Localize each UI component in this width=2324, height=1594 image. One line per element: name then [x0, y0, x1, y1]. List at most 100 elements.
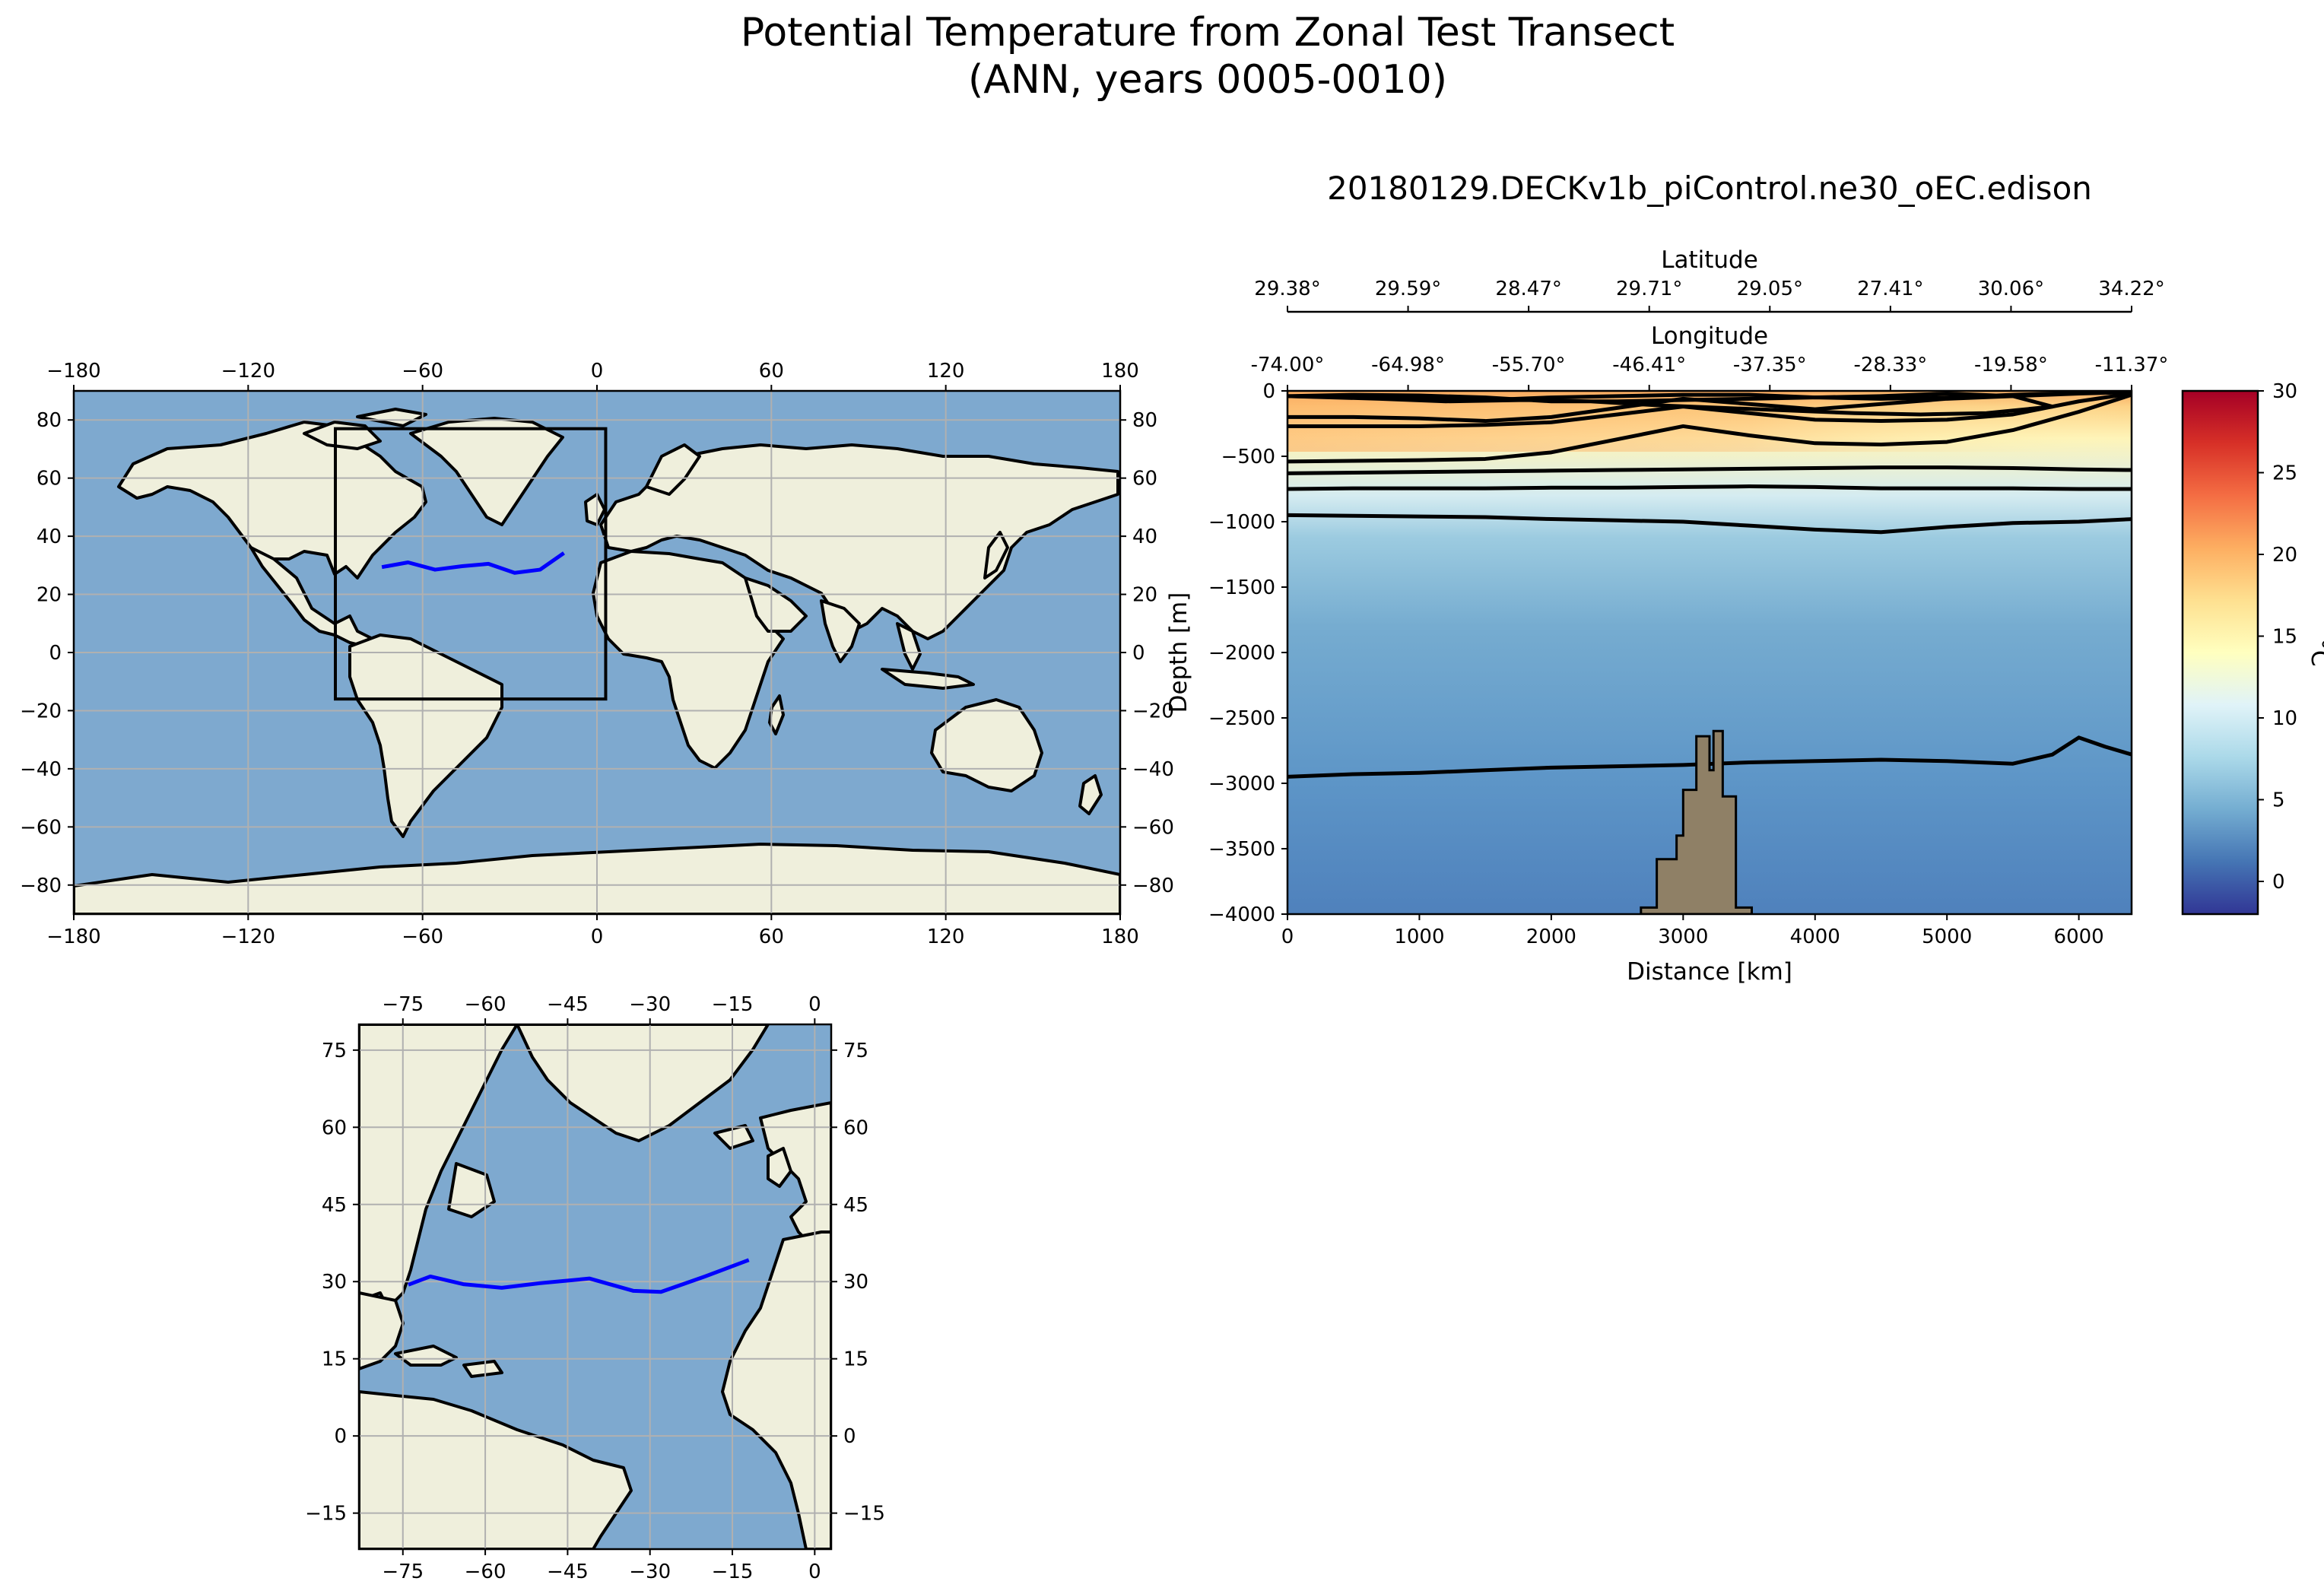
regional-ytick-label-left: 0: [334, 1425, 347, 1448]
global-ytick-label-left: 0: [49, 642, 62, 665]
global-xtick-label-bottom: −180: [46, 926, 100, 948]
global-xtick-label-top: 180: [1101, 360, 1139, 383]
regional-ytick-label-left: 75: [322, 1040, 347, 1062]
global-ytick-label-left: 60: [37, 468, 62, 491]
regional-xtick-label-top: 0: [808, 993, 821, 1016]
global-ytick-label-left: −80: [20, 875, 62, 897]
colorbar-tick-label: 0: [2272, 871, 2285, 894]
regional-ytick-label-left: 60: [322, 1116, 347, 1139]
section-xtick-label: 3000: [1658, 926, 1708, 948]
regional-xtick-label-top: −45: [547, 993, 589, 1016]
section-xtick-label: 6000: [2054, 926, 2104, 948]
latitude-tick-label: 34.22°: [2098, 278, 2164, 300]
section-ytick-label: −1000: [1208, 511, 1275, 534]
global-ytick-label-right: −40: [1132, 758, 1174, 781]
colorbar-tick-label: 30: [2272, 380, 2297, 403]
global-ytick-label-right: −60: [1132, 816, 1174, 839]
regional-xtick-label-top: −60: [465, 993, 506, 1016]
contour-line-3: [1287, 391, 2132, 428]
global-ytick-label-left: −60: [20, 816, 62, 839]
longitude-tick-label: -37.35°: [1733, 354, 1807, 376]
regional-ytick-label-left: 45: [322, 1194, 347, 1217]
regional-ytick-label-left: −15: [305, 1503, 347, 1526]
regional-ytick-label-right: 15: [843, 1348, 868, 1371]
transect-section-plot: 0 1000 2000 3000 4000 5000 6000 0 −500 −1000 −1500…: [1165, 246, 2324, 986]
section-xtick-label: 4000: [1790, 926, 1840, 948]
longitude-tick-label: -28.33°: [1853, 354, 1927, 376]
longitude-tick-label: -74.00°: [1251, 354, 1325, 376]
global-xtick-label-top: 60: [759, 360, 784, 383]
contour-line-8: [1287, 735, 2132, 779]
global-xtick-label-top: 0: [591, 360, 604, 383]
section-xtick-label: 1000: [1394, 926, 1444, 948]
longitude-tick-label: -64.98°: [1371, 354, 1445, 376]
latitude-tick-label: 30.06°: [1978, 278, 2044, 300]
figure-title-line1: Potential Temperature from Zonal Test Tr…: [741, 10, 1675, 56]
global-ytick-label-left: 80: [37, 409, 62, 432]
regional-ytick-label-right: 30: [843, 1271, 868, 1294]
regional-xtick-label-top: −15: [712, 993, 754, 1016]
run-name-title: 20180129.DECKv1b_piControl.ne30_oEC.edis…: [1327, 170, 2092, 207]
colorbar-tick-label: 5: [2272, 789, 2285, 812]
global-ytick-label-right: 0: [1132, 642, 1145, 665]
section-ytick-label: −2000: [1208, 642, 1275, 665]
longitude-tick-label: -11.37°: [2095, 354, 2169, 376]
regional-map: −75 −75 −60 −60 −45 −45 −30 −30 −15 −15 0 0 −15 −15 0 0…: [305, 993, 885, 1583]
global-xtick-label-bottom: 120: [927, 926, 965, 948]
section-contours: [1287, 391, 2132, 779]
contour-line-7: [1287, 513, 2132, 535]
section-xlabel: Distance [km]: [1627, 958, 1792, 986]
section-ytick-label: −3500: [1208, 838, 1275, 861]
section-ytick-label: −500: [1221, 446, 1275, 468]
regional-gridlines: [359, 1024, 831, 1549]
colorbar-tick-label: 10: [2272, 707, 2297, 730]
global-xtick-label-bottom: 60: [759, 926, 784, 948]
regional-xtick-label-bottom: −15: [712, 1561, 754, 1583]
section-ytick-label: −4000: [1208, 903, 1275, 926]
global-gridlines: [74, 391, 1120, 914]
latitude-tick-label: 29.38°: [1254, 278, 1320, 300]
regional-xtick-label-bottom: −60: [465, 1561, 506, 1583]
figure-title-line2: (ANN, years 0005-0010): [968, 57, 1447, 103]
global-transect-line: [381, 551, 565, 575]
section-ylabel: Depth [m]: [1165, 592, 1192, 713]
longitude-tick-label: -55.70°: [1492, 354, 1566, 376]
regional-xtick-label-top: −30: [629, 993, 671, 1016]
longitude-tick-label: -19.58°: [1974, 354, 2048, 376]
global-land: [74, 408, 1120, 914]
global-map: −180 −180 −120 −120 −60 −60 0 0 60 60 120 120 180 180…: [20, 360, 1174, 948]
latitude-tick-label: 29.71°: [1616, 278, 1682, 300]
colorbar-label: °C: [2306, 638, 2324, 666]
global-ytick-label-right: 80: [1132, 409, 1157, 432]
longitude-tick-label: -46.41°: [1612, 354, 1686, 376]
global-ytick-label-left: −40: [20, 758, 62, 781]
colorbar-tick-label: 20: [2272, 544, 2297, 567]
global-xtick-label-top: −180: [46, 360, 100, 383]
regional-transect-line: [408, 1258, 750, 1294]
global-ytick-label-right: −20: [1132, 700, 1174, 722]
longitude-ticks: -74.00° -64.98° -55.70° -46.41° -37.35° -28.3…: [1251, 354, 2169, 391]
contour-line-6: [1287, 484, 2132, 491]
global-xtick-label-bottom: 0: [591, 926, 604, 948]
section-ytick-label: −3000: [1208, 773, 1275, 795]
contour-line-2: [1287, 391, 2132, 424]
colorbar-tick-label: 25: [2272, 462, 2297, 485]
regional-ytick-label-right: 45: [843, 1194, 868, 1217]
section-ytick-label: −1500: [1208, 576, 1275, 599]
global-ytick-label-right: 40: [1132, 526, 1157, 548]
section-ytick-label: 0: [1262, 380, 1275, 403]
latitude-axis-label: Latitude: [1661, 246, 1758, 274]
global-ytick-label-right: 60: [1132, 468, 1157, 491]
regional-land: [359, 1024, 831, 1549]
global-map-ticks: −180 −180 −120 −120 −60 −60 0 0 60 60 120 120 180 180…: [20, 360, 1174, 948]
section-xtick-label: 0: [1281, 926, 1294, 948]
longitude-axis-label: Longitude: [1651, 322, 1768, 350]
regional-ytick-label-left: 15: [322, 1348, 347, 1371]
inset-region-box: [334, 427, 608, 701]
global-xtick-label-top: −60: [402, 360, 443, 383]
bathymetry-ridge: [1640, 729, 1753, 914]
section-ytick-label: −2500: [1208, 707, 1275, 730]
regional-xtick-label-bottom: 0: [808, 1561, 821, 1583]
latitude-tick-label: 29.05°: [1737, 278, 1803, 300]
